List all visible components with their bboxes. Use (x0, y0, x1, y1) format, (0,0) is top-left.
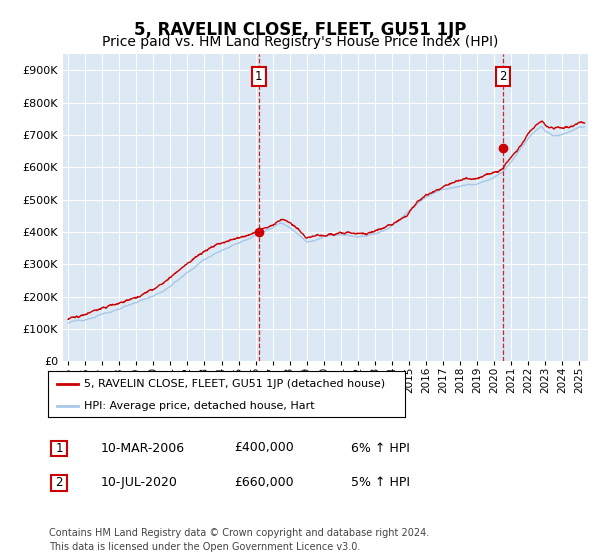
Text: 2: 2 (499, 71, 507, 83)
Text: 1: 1 (255, 71, 263, 83)
Text: 5, RAVELIN CLOSE, FLEET, GU51 1JP (detached house): 5, RAVELIN CLOSE, FLEET, GU51 1JP (detac… (83, 379, 385, 389)
Text: Contains HM Land Registry data © Crown copyright and database right 2024.
This d: Contains HM Land Registry data © Crown c… (49, 528, 430, 552)
Text: HPI: Average price, detached house, Hart: HPI: Average price, detached house, Hart (83, 401, 314, 410)
Text: Price paid vs. HM Land Registry's House Price Index (HPI): Price paid vs. HM Land Registry's House … (102, 35, 498, 49)
Text: 6% ↑ HPI: 6% ↑ HPI (351, 441, 410, 455)
Bar (51, 441, 67, 456)
Text: 5% ↑ HPI: 5% ↑ HPI (351, 476, 410, 489)
Text: 10-JUL-2020: 10-JUL-2020 (101, 476, 178, 489)
Bar (51, 475, 67, 491)
Text: 5, RAVELIN CLOSE, FLEET, GU51 1JP: 5, RAVELIN CLOSE, FLEET, GU51 1JP (134, 21, 466, 39)
Text: 1: 1 (55, 442, 63, 455)
Text: 10-MAR-2006: 10-MAR-2006 (101, 441, 185, 455)
Text: £660,000: £660,000 (234, 476, 293, 489)
Text: £400,000: £400,000 (234, 441, 294, 455)
Text: 2: 2 (55, 477, 63, 489)
